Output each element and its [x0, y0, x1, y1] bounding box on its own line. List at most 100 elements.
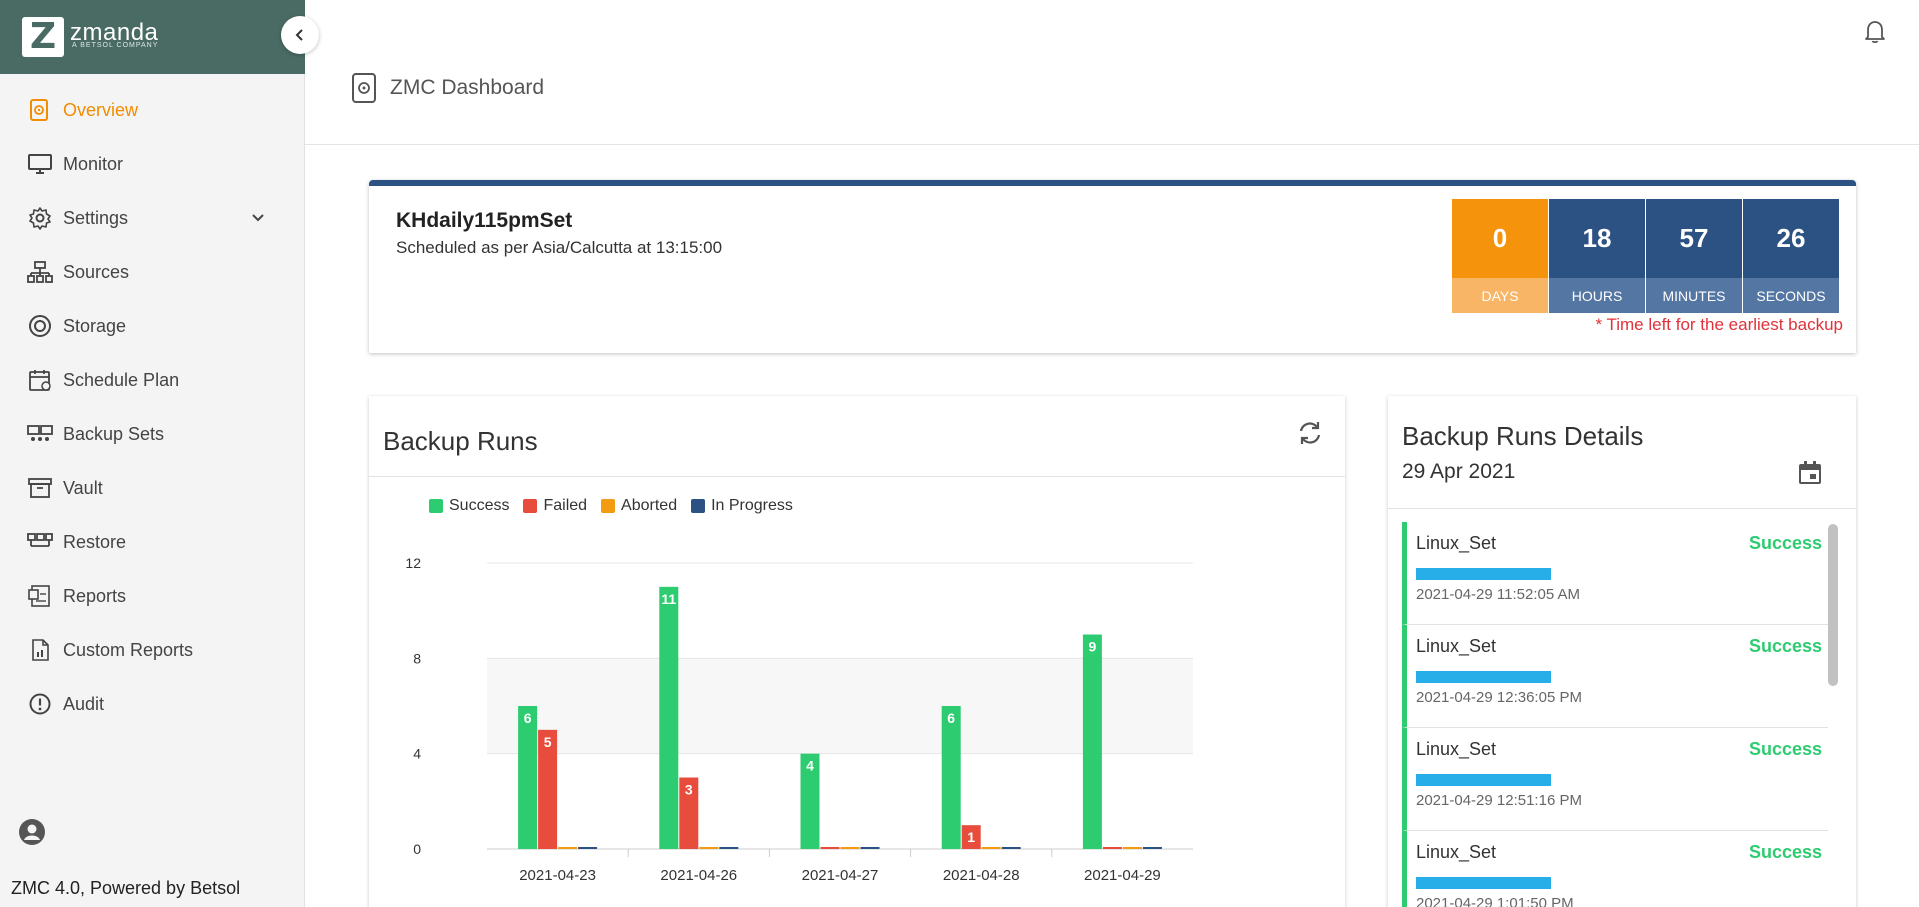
sidebar-item-label: Overview	[63, 99, 139, 120]
countdown-hours: 18 HOURS	[1549, 199, 1645, 313]
legend-label: In Progress	[711, 497, 793, 514]
bar-data-label: 0	[705, 834, 713, 850]
run-list: Linux_Set Success 2021-04-29 11:52:05 AM…	[1402, 522, 1828, 907]
divider	[1388, 508, 1856, 509]
chart-legend: Success Failed Aborted In Progress	[429, 497, 793, 515]
sidebar-item-monitor[interactable]: Monitor	[0, 137, 305, 191]
legend-label: Failed	[543, 497, 588, 514]
details-date: 29 Apr 2021	[1402, 460, 1516, 483]
bar-data-label: 0	[1109, 834, 1117, 850]
sidebar-item-custom-reports[interactable]: Custom Reports	[0, 623, 305, 677]
run-progress-bar	[1416, 774, 1551, 786]
countdown-value: 57	[1646, 199, 1742, 278]
sidebar-item-storage[interactable]: Storage	[0, 299, 305, 353]
legend-success[interactable]: Success	[429, 497, 509, 515]
run-status: Success	[1748, 636, 1822, 656]
bar-in-progress	[1142, 847, 1162, 849]
bar-data-label: 0	[866, 834, 874, 850]
page-header: ZMC Dashboard	[305, 0, 1919, 145]
bar-success	[1082, 634, 1102, 849]
run-name: Linux_Set	[1416, 842, 1497, 862]
y-tick-label: 4	[413, 746, 421, 762]
legend-swatch	[691, 499, 706, 513]
bar-data-label: 11	[661, 591, 676, 607]
legend-in-progress[interactable]: In Progress	[691, 497, 793, 515]
bar-data-label: 3	[685, 782, 693, 798]
brand-tagline: A BETSOL COMPANY	[72, 42, 159, 49]
bar-data-label: 0	[1149, 834, 1157, 850]
sources-icon	[27, 259, 53, 285]
chevron-down-icon[interactable]	[251, 213, 265, 223]
details-scrollbar[interactable]	[1828, 524, 1838, 686]
bar-failed	[1102, 847, 1122, 849]
overview-icon	[27, 97, 53, 123]
run-list-item[interactable]: Linux_Set Success 2021-04-29 12:36:05 PM	[1402, 625, 1828, 728]
calendar-icon[interactable]	[1795, 458, 1825, 488]
refresh-icon[interactable]	[1295, 418, 1325, 448]
countdown-timer: 0 DAYS 18 HOURS 57 MINUTES 26 SECONDS	[1452, 199, 1839, 313]
sidebar-item-vault[interactable]: Vault	[0, 461, 305, 515]
bar-data-label: 0	[987, 834, 995, 850]
legend-failed[interactable]: Failed	[523, 497, 587, 515]
gear-icon	[27, 205, 53, 231]
bar-in-progress	[719, 847, 739, 849]
audit-icon	[27, 691, 53, 717]
countdown-label: SECONDS	[1743, 278, 1839, 313]
sidebar-item-reports[interactable]: Reports	[0, 569, 305, 623]
countdown-value: 26	[1743, 199, 1839, 278]
bar-in-progress	[578, 847, 598, 849]
sidebar-item-label: Custom Reports	[63, 639, 194, 660]
legend-label: Success	[449, 497, 510, 514]
schedule-name: KHdaily115pmSet	[396, 209, 573, 232]
run-status: Success	[1748, 842, 1822, 862]
run-name: Linux_Set	[1416, 636, 1497, 656]
run-list-item[interactable]: Linux_Set Success 2021-04-29 1:01:50 PM	[1402, 831, 1828, 907]
y-tick-label: 0	[413, 841, 421, 857]
bar-data-label: 6	[947, 710, 955, 726]
y-tick-label: 8	[413, 650, 421, 666]
sidebar-item-restore[interactable]: Restore	[0, 515, 305, 569]
run-name: Linux_Set	[1416, 739, 1497, 759]
backup-runs-details-card: Backup Runs Details 29 Apr 2021 Linux_Se…	[1388, 396, 1856, 907]
sidebar-item-label: Reports	[63, 585, 127, 606]
bar-success	[518, 706, 538, 849]
sidebar-item-audit[interactable]: Audit	[0, 677, 305, 731]
bar-data-label: 1	[967, 829, 975, 845]
bar-success	[941, 706, 961, 849]
sidebar-item-label: Storage	[63, 315, 127, 336]
sidebar-item-schedule-plan[interactable]: Schedule Plan	[0, 353, 305, 407]
details-title: Backup Runs Details	[1402, 421, 1644, 451]
bar-data-label: 0	[584, 834, 592, 850]
bar-data-label: 5	[544, 734, 552, 750]
run-status: Success	[1748, 739, 1822, 759]
sidebar-item-backup-sets[interactable]: Backup Sets	[0, 407, 305, 461]
run-time: 2021-04-29 12:51:16 PM	[1416, 792, 1582, 809]
countdown-label: DAYS	[1452, 278, 1548, 313]
calendar-icon	[27, 367, 53, 393]
bar-failed	[820, 847, 840, 849]
countdown-label: HOURS	[1549, 278, 1645, 313]
divider	[369, 476, 1345, 477]
collapse-sidebar-button[interactable]	[281, 16, 319, 54]
bar-data-label: 0	[826, 834, 834, 850]
bar-failed	[538, 729, 558, 849]
sidebar-item-settings[interactable]: Settings	[0, 191, 305, 245]
run-time: 2021-04-29 12:36:05 PM	[1416, 689, 1582, 706]
sidebar-item-label: Settings	[63, 207, 129, 228]
y-tick-label: 12	[405, 555, 421, 571]
bar-success	[659, 586, 679, 849]
run-list-item[interactable]: Linux_Set Success 2021-04-29 12:51:16 PM	[1402, 728, 1828, 831]
legend-aborted[interactable]: Aborted	[601, 497, 677, 515]
bell-icon[interactable]	[1862, 18, 1888, 44]
sidebar-item-overview[interactable]: Overview	[0, 83, 305, 137]
bar-data-label: 0	[564, 834, 572, 850]
chart-band	[487, 563, 1193, 659]
bar-in-progress	[860, 847, 880, 849]
sidebar-item-sources[interactable]: Sources	[0, 245, 305, 299]
dashboard-icon	[351, 72, 377, 104]
restore-icon	[27, 529, 53, 555]
run-list-item[interactable]: Linux_Set Success 2021-04-29 11:52:05 AM	[1402, 522, 1828, 625]
user-avatar-icon[interactable]	[18, 818, 46, 846]
page-title: ZMC Dashboard	[390, 76, 545, 99]
bar-data-label: 0	[1007, 834, 1015, 850]
